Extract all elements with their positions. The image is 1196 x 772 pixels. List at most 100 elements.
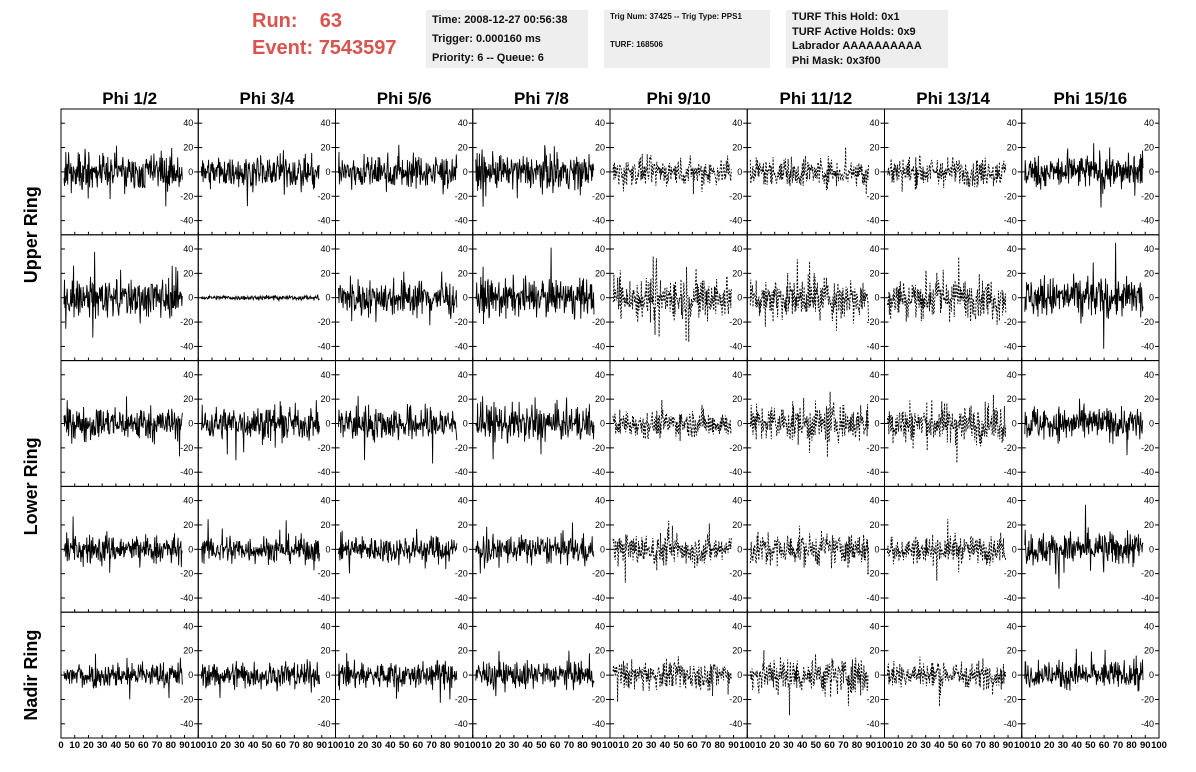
y-tick-label: -20 — [1004, 443, 1017, 453]
y-tick-label: -20 — [1141, 191, 1154, 201]
y-tick-label: -20 — [180, 317, 193, 327]
y-tick-label: 20 — [1007, 520, 1017, 530]
x-tick-label: 80 — [166, 740, 177, 751]
y-tick-label: 0 — [874, 544, 879, 554]
waveform-trace — [338, 528, 458, 574]
run-label: Run: — [252, 10, 298, 32]
y-tick-label: 0 — [463, 293, 468, 303]
y-tick-label: 20 — [595, 268, 605, 278]
y-tick-label: -40 — [317, 719, 330, 729]
waveform-trace — [1024, 242, 1144, 349]
x-tick-label: 100 — [877, 740, 893, 751]
x-tick-label: 60 — [275, 740, 286, 751]
y-tick-label: 0 — [600, 167, 605, 177]
waveform-panel-r5-c6: -40 -20 0 20 40 — [746, 611, 885, 739]
y-tick-label: 0 — [463, 544, 468, 554]
x-tick-label: 70 — [426, 740, 437, 751]
waveform-panel-r1-c6: -40 -20 0 20 40 — [746, 108, 885, 236]
y-tick-label: -20 — [1004, 191, 1017, 201]
y-tick-label: -20 — [729, 191, 742, 201]
y-tick-label: 0 — [600, 419, 605, 429]
y-tick-label: 40 — [1144, 496, 1154, 506]
waveform-trace — [887, 256, 1007, 325]
y-tick-label: -20 — [455, 694, 468, 704]
y-tick-label: 0 — [874, 670, 879, 680]
y-tick-label: -40 — [1141, 467, 1154, 477]
y-tick-label: -20 — [1004, 569, 1017, 579]
y-tick-label: -40 — [455, 593, 468, 603]
y-tick-label: -20 — [180, 569, 193, 579]
y-tick-label: -20 — [180, 443, 193, 453]
y-tick-label: 20 — [732, 143, 742, 153]
waveform-panel-r3-c8: -40 -20 0 20 40 — [1021, 360, 1160, 487]
y-tick-label: 40 — [458, 621, 468, 631]
x-tick-label: 60 — [550, 740, 561, 751]
y-tick-label: -40 — [866, 216, 879, 226]
y-tick-label: 40 — [1007, 370, 1017, 380]
x-tick-label: 40 — [797, 740, 808, 751]
y-tick-label: -20 — [729, 317, 742, 327]
panel-frame — [609, 234, 748, 362]
column-header-4: Phi 7/8 — [514, 89, 569, 108]
y-tick-label: 20 — [1144, 143, 1154, 153]
panel-frame — [609, 611, 748, 739]
x-tick-label: 10 — [207, 740, 218, 751]
y-tick-label: 0 — [325, 293, 330, 303]
y-tick-label: -20 — [866, 191, 879, 201]
waveform-panel-r4-c6: -40 -20 0 20 40 — [746, 485, 885, 613]
y-tick-label: -20 — [455, 443, 468, 453]
waveform-panel-r2-c5: -40 -20 0 20 40 — [609, 234, 748, 362]
y-tick-label: 20 — [183, 143, 193, 153]
waveform-panel-r3-c3: -40 -20 0 20 40 — [335, 360, 474, 487]
y-tick-label: 20 — [183, 394, 193, 404]
trigger-line: Trigger: 0.000160 ms — [432, 33, 541, 45]
waveform-panel-r1-c8: -40 -20 0 20 40 — [1021, 108, 1160, 236]
y-tick-label: 20 — [320, 520, 330, 530]
y-tick-label: 20 — [458, 143, 468, 153]
y-tick-label: -20 — [317, 694, 330, 704]
column-header-8: Phi 15/16 — [1054, 89, 1128, 108]
y-tick-label: 20 — [320, 646, 330, 656]
y-tick-label: 0 — [188, 167, 193, 177]
y-tick-label: -20 — [866, 443, 879, 453]
x-tick-label: 40 — [522, 740, 533, 751]
x-tick-label: 30 — [920, 740, 931, 751]
y-tick-label: 20 — [320, 268, 330, 278]
y-tick-label: 20 — [320, 143, 330, 153]
waveform-trace — [63, 396, 183, 457]
x-tick-label: 10 — [756, 740, 767, 751]
x-tick-label: 40 — [660, 740, 671, 751]
x-tick-label: 70 — [701, 740, 712, 751]
waveform-trace — [201, 294, 320, 303]
y-tick-label: 40 — [320, 496, 330, 506]
x-tick-label: 90 — [179, 740, 190, 751]
x-tick-label: 50 — [124, 740, 135, 751]
y-tick-label: 0 — [1012, 670, 1017, 680]
y-tick-label: -40 — [455, 341, 468, 351]
y-tick-label: 0 — [463, 167, 468, 177]
y-tick-label: 20 — [1144, 646, 1154, 656]
y-tick-label: -20 — [729, 569, 742, 579]
x-tick-label: 80 — [852, 740, 863, 751]
y-tick-label: 40 — [458, 370, 468, 380]
x-tick-label: 40 — [111, 740, 122, 751]
y-tick-label: -40 — [729, 216, 742, 226]
waveform-trace — [749, 259, 869, 331]
event-label: Event: — [252, 37, 314, 59]
y-tick-label: -40 — [180, 467, 193, 477]
y-tick-label: 40 — [595, 496, 605, 506]
waveform-panel-r1-c2: -40 -20 0 20 40 — [197, 108, 336, 236]
y-tick-label: -40 — [317, 216, 330, 226]
y-tick-label: 0 — [188, 670, 193, 680]
x-tick-label: 20 — [1044, 740, 1055, 751]
y-tick-label: -20 — [180, 694, 193, 704]
waveform-trace — [475, 522, 595, 574]
y-tick-label: -20 — [592, 317, 605, 327]
waveform-trace — [338, 144, 458, 195]
event-value: 7543597 — [318, 37, 397, 59]
column-header-3: Phi 5/6 — [377, 89, 432, 108]
y-tick-label: 0 — [188, 544, 193, 554]
y-tick-label: 40 — [732, 118, 742, 128]
x-tick-label: 30 — [783, 740, 794, 751]
y-tick-label: -20 — [866, 317, 879, 327]
